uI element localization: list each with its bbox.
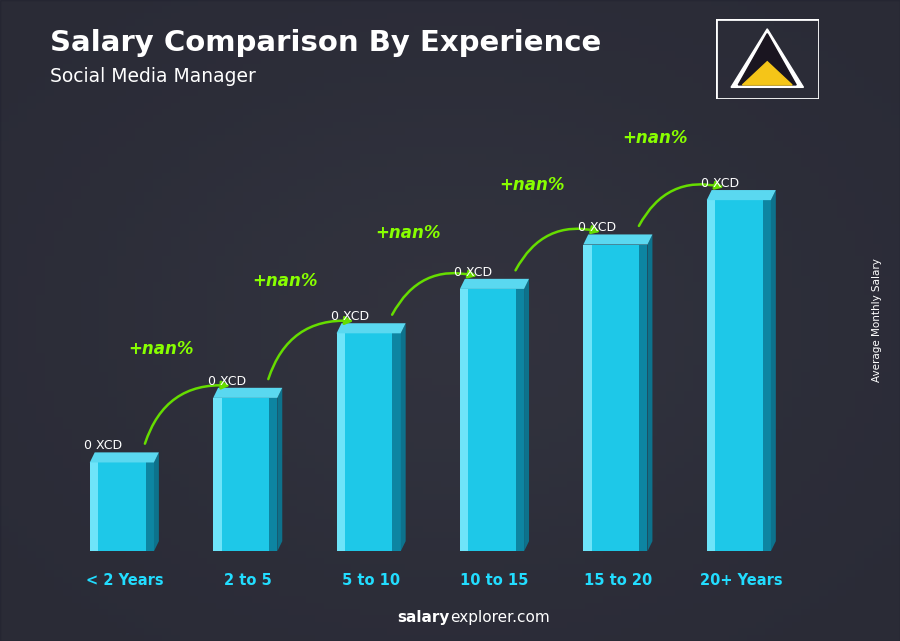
Polygon shape [583, 235, 652, 244]
Bar [583, 244, 647, 551]
Text: Salary Comparison By Experience: Salary Comparison By Experience [50, 29, 601, 57]
Polygon shape [731, 29, 804, 87]
Bar [583, 244, 591, 551]
Text: 20+ Years: 20+ Years [700, 574, 783, 588]
Polygon shape [90, 453, 159, 462]
Text: salary: salary [398, 610, 450, 625]
Text: Social Media Manager: Social Media Manager [50, 67, 256, 87]
Polygon shape [647, 235, 652, 551]
Text: 2 to 5: 2 to 5 [224, 574, 272, 588]
Polygon shape [154, 453, 159, 551]
Bar [90, 462, 98, 551]
Polygon shape [213, 388, 283, 398]
Text: 0 XCD: 0 XCD [208, 375, 246, 388]
Polygon shape [460, 279, 529, 289]
Bar [337, 333, 345, 551]
Polygon shape [337, 323, 406, 333]
Bar [639, 244, 647, 551]
Text: +nan%: +nan% [499, 176, 564, 194]
Polygon shape [706, 190, 776, 200]
Bar [213, 398, 277, 551]
Text: 0 XCD: 0 XCD [578, 221, 616, 235]
Text: 15 to 20: 15 to 20 [584, 574, 652, 588]
Text: +nan%: +nan% [622, 129, 688, 147]
Bar [213, 398, 221, 551]
Polygon shape [738, 33, 796, 85]
Text: 0 XCD: 0 XCD [701, 177, 740, 190]
Text: +nan%: +nan% [129, 340, 194, 358]
Text: Average Monthly Salary: Average Monthly Salary [872, 258, 883, 383]
Text: < 2 Years: < 2 Years [86, 574, 163, 588]
Text: explorer.com: explorer.com [450, 610, 550, 625]
Text: 5 to 10: 5 to 10 [342, 574, 400, 588]
Polygon shape [771, 190, 776, 551]
Bar [460, 289, 468, 551]
Polygon shape [524, 279, 529, 551]
Text: +nan%: +nan% [252, 272, 318, 290]
Text: 0 XCD: 0 XCD [331, 310, 369, 323]
Polygon shape [400, 323, 406, 551]
Text: +nan%: +nan% [375, 224, 441, 242]
Bar [516, 289, 524, 551]
Bar [706, 200, 771, 551]
Bar [269, 398, 277, 551]
Bar [146, 462, 154, 551]
Text: 0 XCD: 0 XCD [85, 439, 122, 453]
Polygon shape [742, 62, 792, 85]
Text: 10 to 15: 10 to 15 [460, 574, 528, 588]
Bar [392, 333, 400, 551]
Bar [460, 289, 524, 551]
Bar [337, 333, 400, 551]
Bar [706, 200, 716, 551]
Bar [762, 200, 771, 551]
Text: 0 XCD: 0 XCD [454, 266, 492, 279]
Bar [90, 462, 154, 551]
Polygon shape [277, 388, 283, 551]
